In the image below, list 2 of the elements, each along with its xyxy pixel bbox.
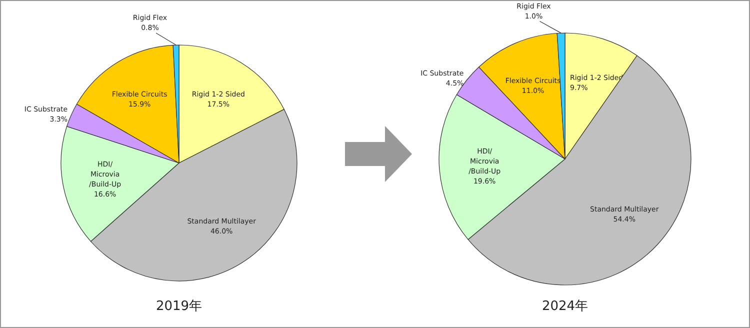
text: 2019年: [156, 299, 202, 314]
text: 2024年: [542, 299, 588, 314]
